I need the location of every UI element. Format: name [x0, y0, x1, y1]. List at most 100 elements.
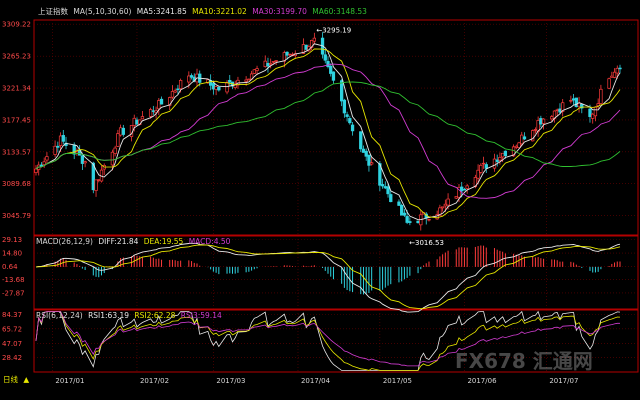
macd-label: MACD:4.50: [189, 237, 231, 246]
x-tick-label: 2017/03: [216, 377, 245, 385]
y-tick-label: 3265.23: [2, 53, 31, 61]
price-annotation: ←3016.53: [409, 239, 444, 247]
candle: [599, 84, 603, 105]
candle: [370, 156, 374, 166]
candle: [591, 112, 595, 124]
candle: [288, 53, 292, 56]
candle: [408, 217, 412, 226]
candle: [148, 107, 153, 119]
x-tick-label: 2017/06: [467, 377, 497, 385]
candle: [271, 61, 276, 64]
candle: [419, 209, 423, 231]
x-tick-label: 2017/07: [549, 377, 578, 385]
y-axis-labels: 3309.22 3265.23 3221.34 3177.45 3133.57 3089.…: [2, 21, 31, 363]
candle: [454, 196, 458, 199]
rsi3-line: [35, 311, 620, 367]
rsi-name: RSI(6,12,24): [36, 311, 83, 320]
candle: [618, 64, 622, 74]
candle: [247, 78, 251, 81]
candle: [83, 160, 87, 168]
candle: [345, 111, 349, 122]
candle: [577, 96, 581, 113]
rsi1-label: RSI1:63.19: [88, 311, 129, 320]
macd-panel: [35, 242, 621, 313]
x-tick-label: 2017/01: [55, 377, 84, 385]
svg-text:MACD(26,12,9) DIFF:21.84: MACD(26,12,9) DIFF:21.84 DEA:19.55 MACD:…: [36, 237, 231, 246]
candle: [97, 179, 101, 183]
candle: [116, 129, 120, 147]
candle: [159, 96, 164, 105]
candle: [580, 103, 584, 114]
candle: [350, 122, 355, 136]
candle: [571, 94, 576, 105]
ma30-label: MA30:3199.70: [252, 7, 307, 16]
macd-tick-label: 0.64: [2, 263, 18, 271]
candle: [176, 84, 180, 95]
rsi-tick-label: 47.07: [2, 340, 22, 348]
ma5-label: MA5:3241.85: [137, 7, 187, 16]
candle: [252, 69, 256, 74]
y-tick-label: 3177.45: [2, 116, 31, 124]
rsi3-label: RSI3:59.14: [181, 311, 222, 320]
candle: [596, 98, 600, 109]
price-annotation: ←3295.19: [316, 26, 351, 34]
candle: [612, 68, 617, 79]
candle: [514, 144, 518, 150]
rsi-tick-label: 84.37: [2, 311, 22, 319]
candle: [37, 161, 41, 176]
candle: [228, 75, 232, 87]
candle: [118, 124, 123, 137]
title: 上证指数: [38, 6, 68, 16]
candle: [140, 111, 145, 120]
y-tick-label: 3133.57: [2, 148, 31, 156]
candle: [189, 73, 194, 80]
candle: [386, 182, 390, 198]
candle: [269, 58, 273, 69]
candle: [541, 118, 546, 130]
ma10-label: MA10:3221.02: [192, 7, 247, 16]
svg-text:RSI(6,12,24) RSI1:63.19: RSI(6,12,24) RSI1:63.19 RSI2:62.28 RSI3:…: [36, 311, 222, 320]
candle: [266, 57, 270, 73]
candle: [75, 148, 79, 156]
candle: [151, 105, 155, 115]
rsi1-line: [35, 310, 621, 371]
candle: [53, 140, 57, 158]
diff-label: DIFF:21.84: [98, 237, 138, 246]
candle: [364, 148, 368, 161]
candle: [495, 154, 499, 167]
candle: [498, 152, 502, 165]
rsi-tick-label: 28.42: [2, 354, 22, 362]
period-arrow-icon: ▲: [23, 375, 29, 384]
rsi-tick-label: 65.72: [2, 325, 22, 333]
candle: [476, 164, 480, 185]
candle: [383, 181, 387, 190]
candle: [304, 44, 308, 51]
candle: [255, 65, 259, 75]
candle: [588, 104, 592, 123]
candle: [211, 80, 216, 95]
candle: [170, 85, 175, 99]
candle: [569, 95, 573, 104]
x-tick-label: 2017/02: [140, 377, 169, 385]
ma60-label: MA60:3148.53: [312, 7, 367, 16]
macd-panel-frame: [33, 235, 639, 310]
candle: [397, 199, 401, 207]
candle: [326, 56, 330, 69]
candle: [173, 88, 177, 94]
candle: [361, 145, 366, 153]
ma5-line: [35, 43, 621, 221]
candle: [427, 218, 431, 222]
candle: [309, 39, 314, 51]
moving-averages: [35, 43, 621, 221]
svg-text:日线 ▲[interactable]: 日线 ▲: [3, 374, 29, 384]
candle: [607, 77, 611, 90]
rsi2-label: RSI2:62.28: [134, 311, 175, 320]
candle: [91, 161, 95, 194]
candle: [263, 55, 267, 68]
macd-tick-label: 14.80: [2, 250, 22, 258]
candle: [217, 85, 221, 92]
indicator-label: MA(5,10,30,60): [73, 7, 131, 16]
y-tick-label: 3045.79: [2, 212, 31, 220]
candle: [479, 163, 483, 175]
